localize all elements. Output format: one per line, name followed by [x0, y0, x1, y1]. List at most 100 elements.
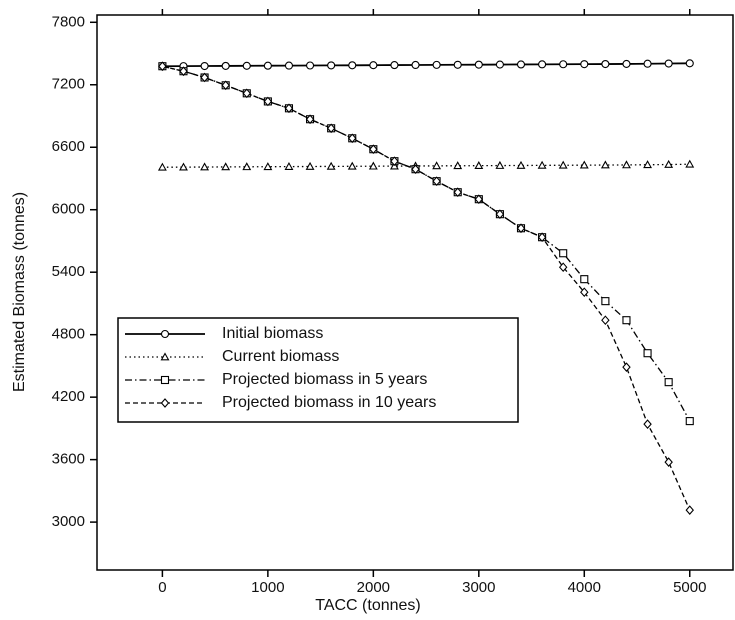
- marker: [537, 160, 547, 169]
- marker: [368, 161, 378, 170]
- marker: [453, 187, 462, 198]
- legend-box: [117, 317, 519, 423]
- marker: [200, 61, 209, 71]
- marker: [685, 59, 694, 68]
- legend-label: Projected biomass in 10 years: [222, 394, 436, 411]
- marker: [326, 161, 336, 170]
- marker: [685, 417, 694, 426]
- x-tick-label: 5000: [673, 579, 706, 596]
- marker: [495, 160, 505, 169]
- marker: [558, 262, 568, 273]
- marker: [327, 61, 336, 70]
- marker: [432, 161, 442, 170]
- marker: [601, 315, 610, 326]
- marker: [369, 144, 378, 155]
- marker: [537, 232, 547, 243]
- marker: [306, 61, 315, 70]
- marker: [538, 60, 547, 69]
- marker: [179, 162, 188, 171]
- marker: [263, 61, 272, 70]
- marker: [558, 160, 568, 169]
- marker: [263, 96, 273, 107]
- marker: [495, 209, 505, 220]
- series-line: [162, 62, 690, 68]
- marker: [326, 123, 336, 134]
- marker: [390, 61, 399, 70]
- marker: [580, 275, 589, 284]
- marker: [559, 249, 568, 258]
- y-tick-label: 5400: [52, 263, 85, 280]
- marker: [643, 349, 652, 358]
- marker: [685, 505, 694, 515]
- x-axis-label: TACC (tonnes): [315, 597, 421, 614]
- y-tick-label: 6000: [52, 201, 85, 218]
- marker: [221, 80, 230, 91]
- marker: [242, 61, 251, 70]
- marker: [263, 162, 273, 171]
- marker: [284, 103, 294, 114]
- legend-marker: [160, 398, 170, 408]
- y-tick-label: 7800: [52, 13, 85, 30]
- marker: [622, 160, 631, 169]
- x-tick-label: 1000: [251, 579, 284, 596]
- marker: [305, 114, 315, 125]
- marker: [284, 161, 294, 170]
- y-tick-label: 6600: [52, 138, 85, 155]
- legend-label: Initial biomass: [222, 325, 323, 342]
- marker: [474, 60, 483, 69]
- marker: [474, 161, 484, 170]
- x-tick-label: 0: [158, 579, 166, 596]
- marker: [411, 164, 420, 175]
- marker: [305, 161, 315, 170]
- marker: [390, 156, 399, 167]
- marker: [453, 161, 463, 170]
- marker: [411, 60, 420, 70]
- legend-marker: [160, 375, 170, 385]
- marker: [432, 60, 441, 69]
- marker: [200, 162, 210, 171]
- marker: [242, 162, 252, 171]
- marker: [369, 61, 378, 70]
- marker: [221, 162, 231, 171]
- y-axis-label: Estimated Biomass (tonnes): [11, 192, 28, 392]
- marker: [432, 176, 441, 187]
- legend-marker: [160, 352, 170, 361]
- y-tick-label: 3000: [52, 513, 85, 530]
- legend-label: Current biomass: [222, 348, 339, 365]
- x-tick-label: 3000: [462, 579, 495, 596]
- marker: [664, 457, 673, 467]
- marker: [685, 159, 695, 168]
- marker: [158, 61, 167, 72]
- marker: [474, 194, 484, 205]
- marker: [516, 160, 526, 169]
- y-tick-label: 3600: [52, 451, 85, 468]
- legend-label: Projected biomass in 5 years: [222, 371, 427, 388]
- marker: [559, 60, 568, 69]
- marker: [284, 61, 294, 70]
- marker: [622, 316, 631, 325]
- marker: [516, 60, 526, 69]
- marker: [221, 61, 230, 70]
- marker: [157, 162, 167, 171]
- marker: [580, 60, 589, 69]
- marker: [643, 160, 653, 169]
- marker: [495, 60, 504, 69]
- marker: [579, 160, 589, 169]
- marker: [453, 60, 462, 69]
- marker: [601, 297, 610, 306]
- marker: [348, 133, 357, 144]
- marker: [242, 88, 252, 99]
- y-tick-label: 4800: [52, 326, 85, 343]
- marker: [580, 287, 589, 298]
- marker: [643, 419, 652, 429]
- y-tick-label: 7200: [52, 76, 85, 93]
- series-line: [162, 163, 690, 168]
- marker: [347, 161, 357, 170]
- y-tick-label: 4200: [52, 388, 85, 405]
- legend-marker: [160, 329, 170, 339]
- marker: [516, 223, 526, 234]
- x-tick-label: 2000: [357, 579, 390, 596]
- x-tick-label: 4000: [568, 579, 601, 596]
- marker: [622, 59, 631, 68]
